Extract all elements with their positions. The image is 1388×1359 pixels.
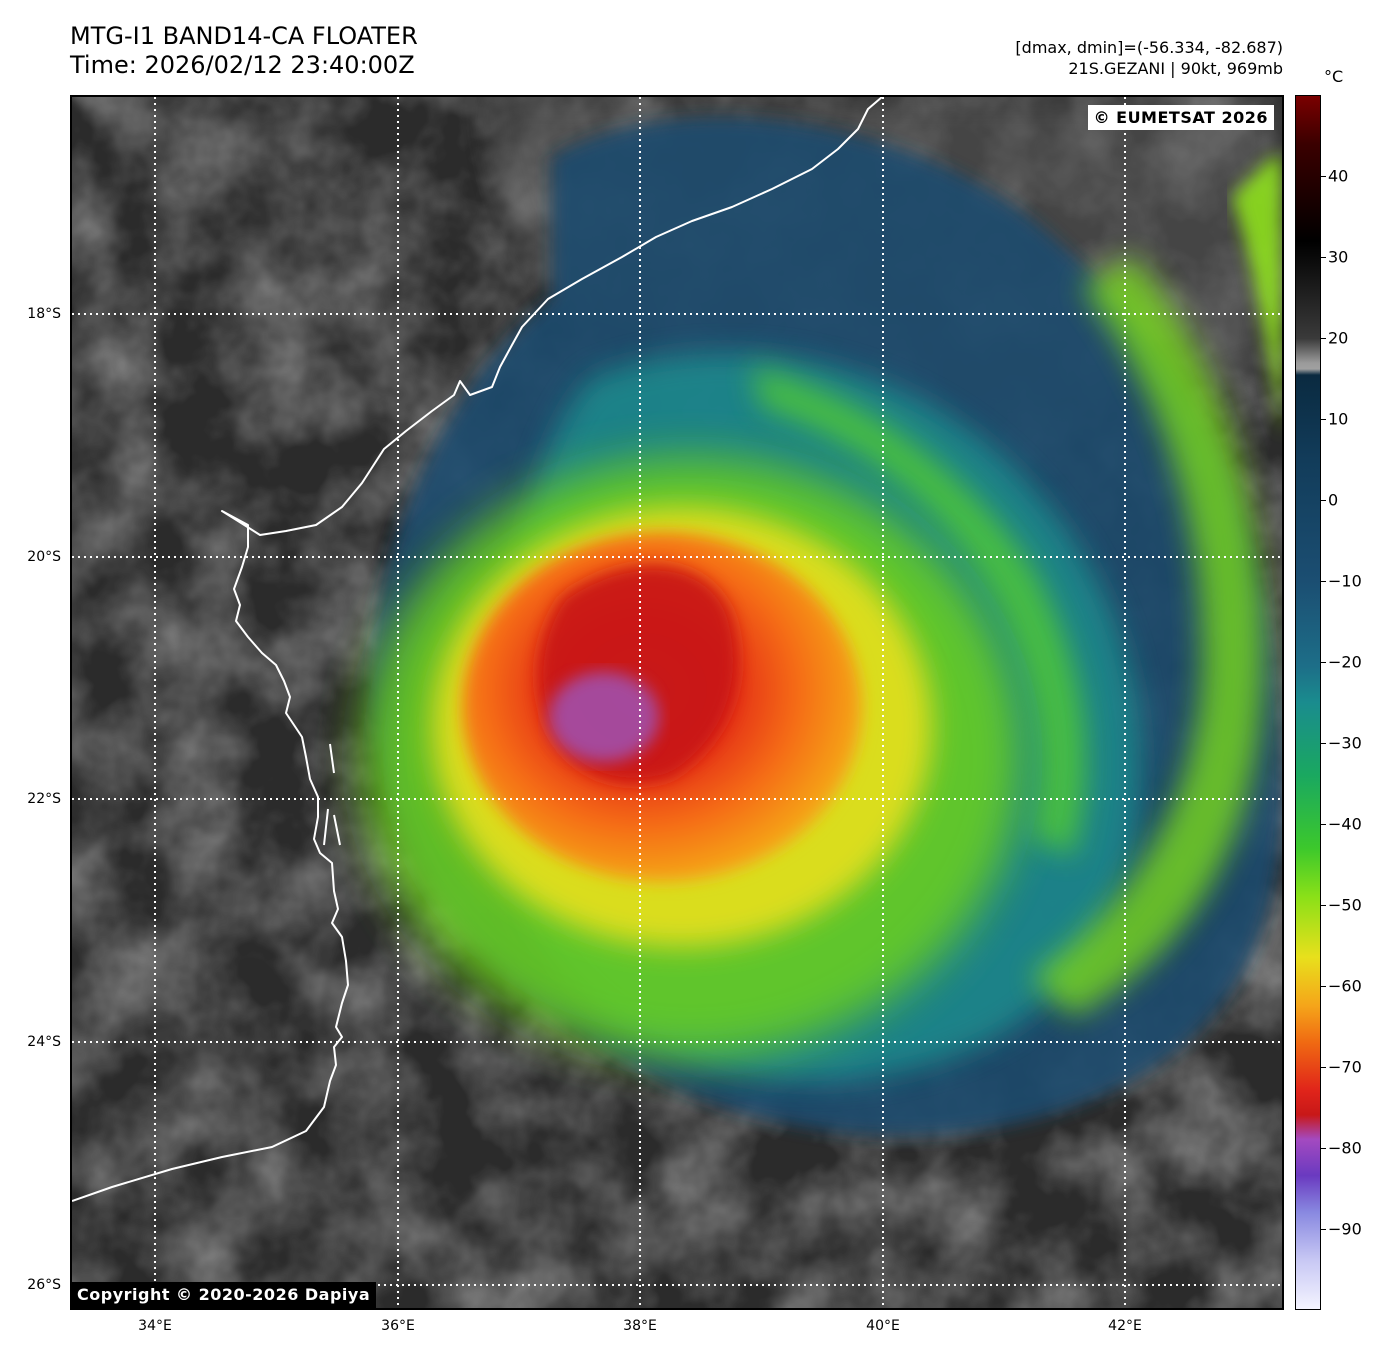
colorbar <box>1295 95 1321 1310</box>
lon-label-42: 42°E <box>1108 1318 1142 1334</box>
colorbar-tick <box>1321 743 1326 744</box>
colorbar-tick <box>1321 419 1326 420</box>
lat-label-20: 20°S <box>27 549 61 565</box>
colorbar-tick-label: −70 <box>1328 1057 1362 1077</box>
colorbar-tick-label: 0 <box>1328 490 1339 510</box>
lat-label-18: 18°S <box>27 306 61 322</box>
lat-label-22: 22°S <box>27 791 61 807</box>
colorbar-tick <box>1321 581 1326 582</box>
storm-info: [dmax, dmin]=(-56.334, -82.687) 21S.GEZA… <box>1015 37 1283 79</box>
colorbar-tick-label: 20 <box>1328 328 1349 348</box>
spiral-band-east <box>1032 257 1264 1017</box>
colorbar-tick-label: −80 <box>1328 1138 1362 1158</box>
colorbar-tick-label: 40 <box>1328 166 1349 186</box>
spiral-band-inner <box>752 367 1087 857</box>
colorbar-tick <box>1321 1067 1326 1068</box>
colorbar-unit: °C <box>1324 67 1344 86</box>
colorbar-tick <box>1321 1229 1326 1230</box>
lon-label-40: 40°E <box>866 1318 900 1334</box>
graticule <box>72 97 1282 1308</box>
map-svg <box>72 97 1282 1308</box>
colorbar-tick <box>1321 1148 1326 1149</box>
colorbar-tick-label: −10 <box>1328 571 1362 591</box>
colorbar-tick-label: −90 <box>1328 1219 1362 1239</box>
colorbar-tick <box>1321 338 1326 339</box>
lon-label-36: 36°E <box>381 1318 415 1334</box>
colorbar-tick-label: −50 <box>1328 895 1362 915</box>
title-line2: Time: 2026/02/12 23:40:00Z <box>70 51 415 79</box>
colorbar-tick <box>1321 986 1326 987</box>
colorbar-tick-label: 30 <box>1328 247 1349 267</box>
colorbar-tick <box>1321 824 1326 825</box>
range-text: [dmax, dmin]=(-56.334, -82.687) <box>1015 38 1283 57</box>
eumetsat-watermark: © EUMETSAT 2026 <box>1087 105 1274 130</box>
coastline-islands <box>323 743 341 846</box>
colorbar-tick-label: −60 <box>1328 976 1362 996</box>
colorbar-tick <box>1321 257 1326 258</box>
copyright-watermark: Copyright © 2020-2026 Dapiya <box>72 1282 377 1308</box>
colorbar-tick <box>1321 905 1326 906</box>
colorbar-tick <box>1321 662 1326 663</box>
storm-text: 21S.GEZANI | 90kt, 969mb <box>1068 59 1283 78</box>
lon-label-38: 38°E <box>623 1318 657 1334</box>
satellite-map[interactable]: © EUMETSAT 2026 Copyright © 2020-2026 Da… <box>70 95 1284 1310</box>
colorbar-tick <box>1321 176 1326 177</box>
colorbar-tick-label: −40 <box>1328 814 1362 834</box>
overshooting-tops <box>549 672 659 762</box>
lon-label-34: 34°E <box>138 1318 172 1334</box>
chart-title: MTG-I1 BAND14-CA FLOATER Time: 2026/02/1… <box>70 22 418 80</box>
colorbar-tick-label: −30 <box>1328 733 1362 753</box>
coastline <box>72 97 883 1202</box>
spiral-band-edge <box>1232 157 1282 437</box>
lat-label-26: 26°S <box>27 1277 61 1293</box>
colorbar-tick <box>1321 500 1326 501</box>
colorbar-tick-label: −20 <box>1328 652 1362 672</box>
title-line1: MTG-I1 BAND14-CA FLOATER <box>70 22 418 50</box>
colorbar-tick-label: 10 <box>1328 409 1349 429</box>
lat-label-24: 24°S <box>27 1034 61 1050</box>
